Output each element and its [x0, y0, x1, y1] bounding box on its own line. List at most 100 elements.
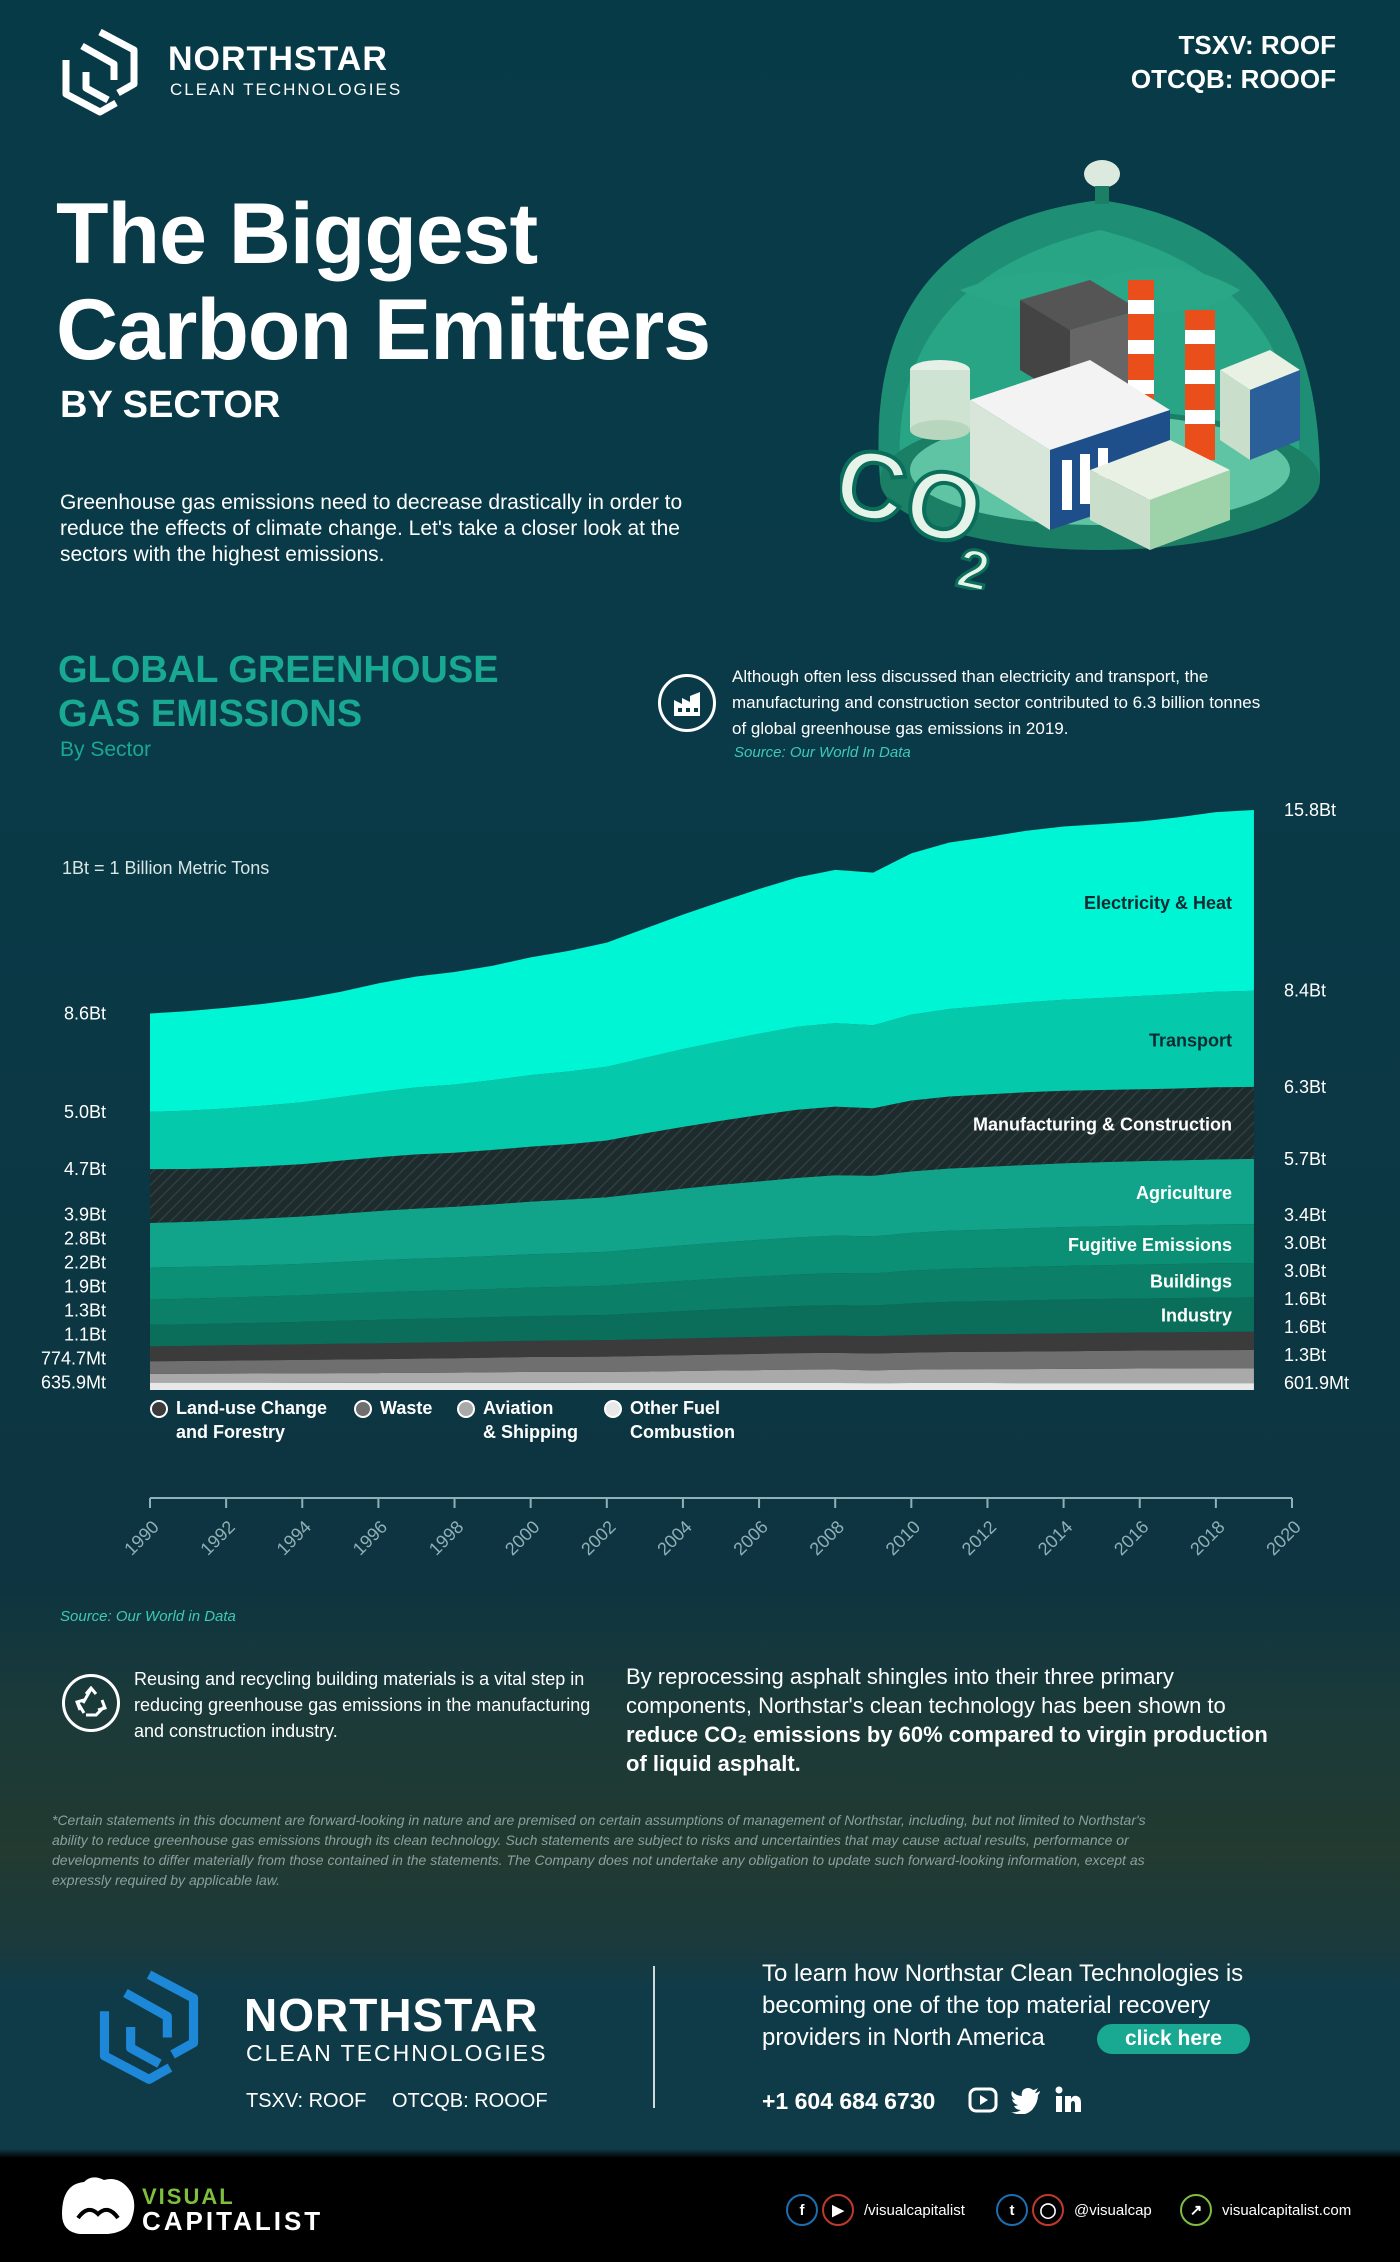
area-transport	[150, 990, 1254, 1170]
x-tick-label-1990: 1990	[120, 1517, 162, 1559]
start-label-industry: 1.9Bt	[64, 1277, 106, 1297]
area-agriculture	[150, 1158, 1254, 1268]
x-tick-label-2020: 2020	[1262, 1517, 1304, 1559]
unit-note: 1Bt = 1 Billion Metric Tons	[62, 858, 270, 878]
section-title-line1: GLOBAL GREENHOUSE	[58, 649, 499, 691]
series-name-electricity-heat: Electricity & Heat	[1084, 893, 1232, 913]
brand-sub: CLEAN TECHNOLOGIES	[170, 80, 403, 99]
area-buildings	[150, 1263, 1254, 1325]
visual-capitalist-logo-icon	[62, 2177, 135, 2234]
area-other-fuel-combustion	[150, 1382, 1254, 1390]
x-tick-label-1994: 1994	[273, 1517, 315, 1559]
twitter-small-icon[interactable]: t	[996, 2194, 1028, 2226]
footer-ticker-otcqb: OTCQB: ROOOF	[392, 2090, 548, 2112]
vc-social1-text: /visualcapitalist	[864, 2201, 965, 2219]
hero-title-line1: The Biggest	[56, 186, 538, 282]
end-label-waste: 1.6Bt	[1284, 1317, 1326, 1337]
footer-brand-sub: CLEAN TECHNOLOGIES	[246, 2040, 548, 2066]
vc-brand-bottom: CAPITALIST	[142, 2206, 324, 2236]
series-name-buildings: Buildings	[1150, 1271, 1232, 1291]
area-land-use-change-and-forestry	[150, 1331, 1254, 1362]
chart-legend: Land-use Change and Forestry Waste Aviation…	[0, 1396, 1400, 1456]
linkedin-icon[interactable]	[1054, 2086, 1082, 2114]
vc-social3-text: visualcapitalist.com	[1222, 2201, 1352, 2219]
end-label-transport: 8.4Bt	[1284, 981, 1326, 1001]
footer-cta-text: To learn how Northstar Clean Technologie…	[762, 1960, 1244, 2051]
recycle-claim-text: By reprocessing asphalt shingles into th…	[626, 1664, 1226, 1718]
legend-item-waste: Waste	[354, 1396, 432, 1420]
manufacturing-note: Although often less discussed than elect…	[732, 667, 1261, 738]
area-aviation-shipping	[150, 1368, 1254, 1384]
youtube-small-icon[interactable]: ▶	[822, 2194, 854, 2226]
northstar-logo-icon	[62, 28, 138, 116]
disclaimer: *Certain statements in this document are…	[52, 1812, 1146, 1888]
x-tick-label-2014: 2014	[1034, 1517, 1076, 1559]
factory-icon	[658, 674, 716, 732]
youtube-icon[interactable]	[968, 2086, 998, 2114]
vc-social-facebook-youtube[interactable]: f ▶ /visualcapitalist	[786, 2194, 965, 2226]
legend-label: Waste	[380, 1396, 432, 1420]
twitter-icon[interactable]	[1010, 2086, 1042, 2114]
hero-title-line2: Carbon Emitters	[56, 282, 711, 378]
series-name-industry: Industry	[1161, 1306, 1232, 1326]
x-tick-label-2000: 2000	[501, 1517, 543, 1559]
area-waste	[150, 1349, 1254, 1374]
x-tick-label-2012: 2012	[958, 1517, 1000, 1559]
cursor-icon[interactable]: ↗	[1180, 2194, 1212, 2226]
x-tick-label-2004: 2004	[653, 1517, 695, 1559]
legend-swatch	[150, 1400, 168, 1418]
legend-label-line2: and Forestry	[176, 1422, 286, 1442]
start-label-other-fuel-combustion: 635.9Mt	[41, 1373, 106, 1393]
area-electricity-heat	[150, 810, 1254, 1112]
legend-label-line1: Other Fuel	[630, 1398, 721, 1418]
instagram-icon[interactable]: ◯	[1032, 2194, 1064, 2226]
ticker-otcqb: OTCQB: ROOOF	[1130, 64, 1336, 94]
end-label-other-fuel-combustion: 601.9Mt	[1284, 1373, 1349, 1393]
legend-label-line2: & Shipping	[483, 1422, 578, 1442]
x-tick-label-2018: 2018	[1186, 1517, 1228, 1559]
end-label-buildings: 3.0Bt	[1284, 1233, 1326, 1253]
start-label-agriculture: 3.9Bt	[64, 1205, 106, 1225]
legend-label: Land-use Change and Forestry	[176, 1396, 327, 1444]
end-label-aviation-shipping: 1.3Bt	[1284, 1345, 1326, 1365]
co2-factory-illustration: C O 2	[840, 160, 1320, 590]
legend-label-line1: Waste	[380, 1398, 433, 1418]
vc-brand-top: VISUAL	[142, 2184, 235, 2209]
hero-subtitle: BY SECTOR	[60, 384, 281, 426]
legend-swatch	[604, 1400, 622, 1418]
start-label-buildings: 2.2Bt	[64, 1253, 106, 1273]
legend-item-aviation: Aviation & Shipping	[457, 1396, 578, 1444]
end-label-fugitive-emissions: 3.4Bt	[1284, 1205, 1326, 1225]
end-label-land-use-change-and-forestry: 1.6Bt	[1284, 1289, 1326, 1309]
vc-website[interactable]: ↗ visualcapitalist.com	[1180, 2194, 1351, 2226]
legend-item-land-use-change: Land-use Change and Forestry	[150, 1396, 327, 1444]
start-label-transport: 5.0Bt	[64, 1102, 106, 1122]
legend-label-line1: Aviation	[483, 1398, 554, 1418]
x-tick-label-1998: 1998	[425, 1517, 467, 1559]
recycle-icon	[62, 1674, 120, 1732]
start-label-manufacturing-construction: 4.7Bt	[64, 1159, 106, 1179]
section-title-line2: GAS EMISSIONS	[58, 693, 363, 735]
chart-source: Source: Our World in Data	[60, 1608, 236, 1625]
series-name-manufacturing-construction: Manufacturing & Construction	[973, 1114, 1232, 1134]
legend-label: Other Fuel Combustion	[630, 1396, 735, 1444]
area-industry	[150, 1297, 1254, 1347]
hero-intro: Greenhouse gas emissions need to decreas…	[60, 491, 683, 566]
series-name-agriculture: Agriculture	[1136, 1183, 1232, 1203]
vc-social-twitter-instagram[interactable]: t ◯ @visualcap	[996, 2194, 1152, 2226]
end-label-industry: 3.0Bt	[1284, 1261, 1326, 1281]
x-tick-label-2008: 2008	[806, 1517, 848, 1559]
ticker-tsxv: TSXV: ROOF	[1178, 30, 1336, 60]
click-here-button[interactable]: click here	[1097, 2024, 1250, 2054]
start-label-fugitive-emissions: 2.8Bt	[64, 1229, 106, 1249]
end-label-manufacturing-construction: 6.3Bt	[1284, 1077, 1326, 1097]
legend-swatch	[457, 1400, 475, 1418]
x-tick-label-2016: 2016	[1110, 1517, 1152, 1559]
x-tick-label-2002: 2002	[577, 1517, 619, 1559]
facebook-icon[interactable]: f	[786, 2194, 818, 2226]
vc-footer-bar	[0, 2158, 1400, 2262]
start-label-aviation-shipping: 774.7Mt	[41, 1349, 106, 1369]
legend-swatch	[354, 1400, 372, 1418]
footer-social-icons	[968, 2086, 1082, 2114]
footer-ticker-tsxv: TSXV: ROOF	[246, 2090, 367, 2112]
